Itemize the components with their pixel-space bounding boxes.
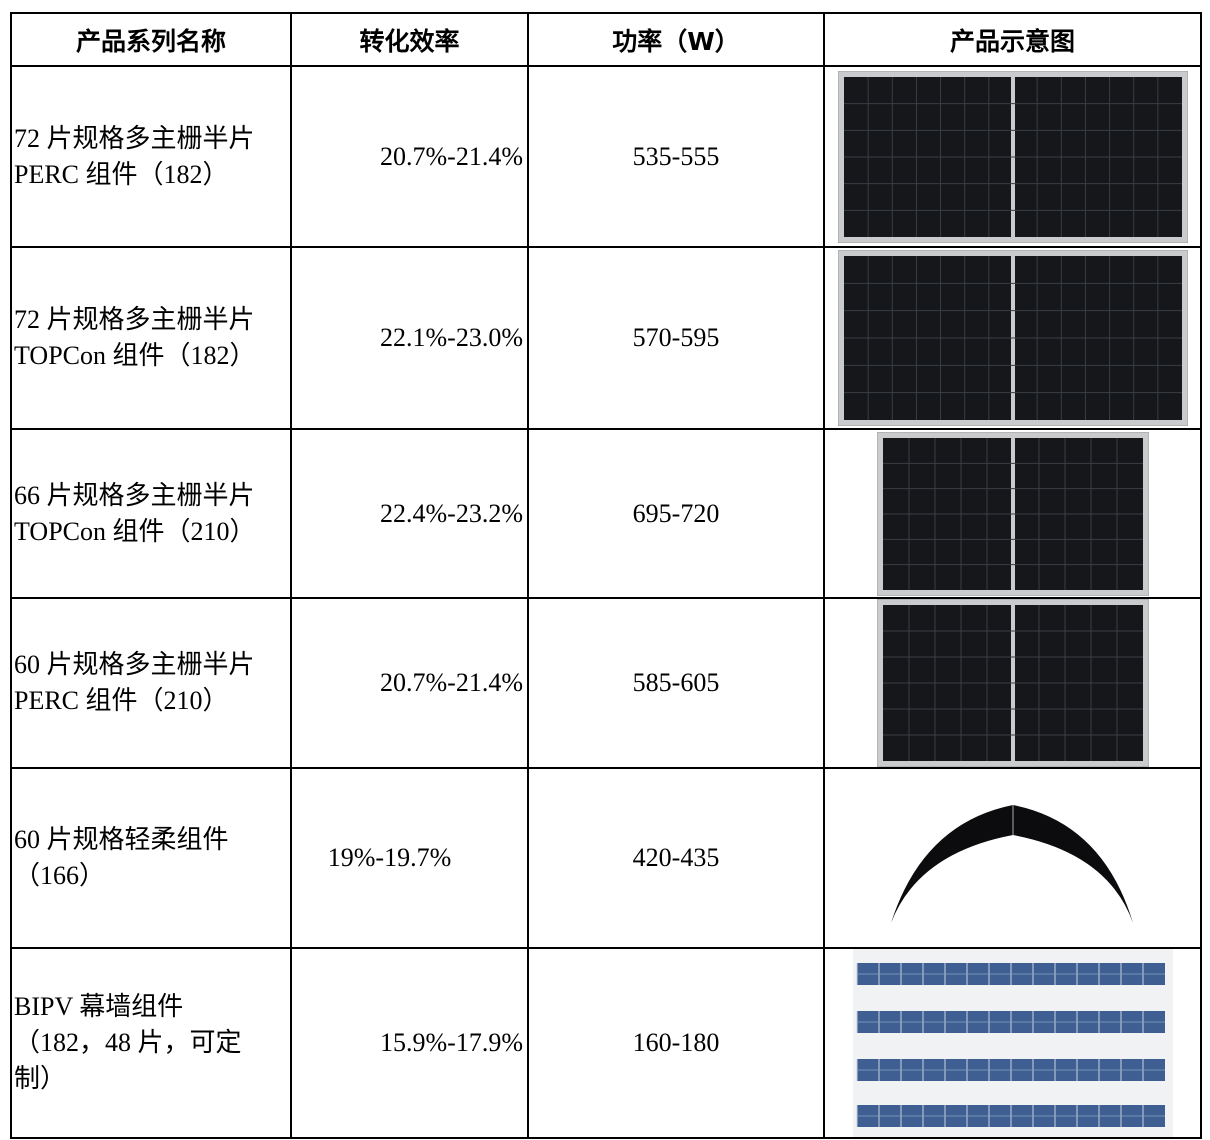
name-line: （182，48 片，可定 <box>14 1028 242 1057</box>
name-line: 60 片规格多主栅半片 <box>14 650 255 679</box>
product-name: 66 片规格多主栅半片 TOPCon 组件（210） <box>10 428 292 599</box>
name-line: 60 片规格轻柔组件 <box>14 825 229 854</box>
product-name: 60 片规格轻柔组件 （166） <box>10 767 292 949</box>
table-row: 60 片规格轻柔组件 （166） 19%-19.7% 420-435 <box>10 767 1202 949</box>
efficiency: 19%-19.7% <box>290 767 529 949</box>
efficiency: 20.7%-21.4% <box>290 597 529 769</box>
image-cell <box>823 767 1202 949</box>
name-line: 72 片规格多主栅半片 <box>14 305 255 334</box>
name-line: TOPCon 组件（182） <box>14 341 256 370</box>
name-line: 制） <box>14 1064 67 1093</box>
product-image <box>837 250 1188 426</box>
header-cell: 产品系列名称 <box>10 12 292 67</box>
efficiency: 22.1%-23.0% <box>290 246 529 430</box>
power: 160-180 <box>527 947 825 1139</box>
header-cell: 转化效率 <box>290 12 529 67</box>
name-line: PERC 组件（210） <box>14 686 229 715</box>
efficiency: 15.9%-17.9% <box>290 947 529 1139</box>
table-body: 72 片规格多主栅半片 PERC 组件（182） 20.7%-21.4% 535-55… <box>10 65 1202 1139</box>
image-cell <box>823 597 1202 769</box>
name-line: 66 片规格多主栅半片 <box>14 480 255 510</box>
name-line: TOPCon 组件（210） <box>14 516 256 546</box>
header-cell: 功率（W） <box>527 12 825 67</box>
name-line: （166） <box>14 861 106 890</box>
efficiency: 20.7%-21.4% <box>290 65 529 248</box>
flex-panel <box>890 805 1133 923</box>
table-row: 72 片规格多主栅半片 PERC 组件（182） 20.7%-21.4% 535-55… <box>10 65 1202 248</box>
table-row: 60 片规格多主栅半片 PERC 组件（210） 20.7%-21.4% 585-60… <box>10 597 1202 769</box>
product-name: BIPV 幕墙组件 （182，48 片，可定 制） <box>10 947 292 1139</box>
table-row: 66 片规格多主栅半片 TOPCon 组件（210） 22.4%-23.2% 695-… <box>10 428 1202 599</box>
image-cell <box>823 428 1202 599</box>
efficiency: 22.4%-23.2% <box>290 428 529 599</box>
power: 535-555 <box>527 65 825 248</box>
image-cell <box>823 246 1202 430</box>
name-line: BIPV 幕墙组件 <box>14 992 184 1021</box>
product-name: 60 片规格多主栅半片 PERC 组件（210） <box>10 597 292 769</box>
power: 695-720 <box>527 428 825 599</box>
header-row: 产品系列名称 转化效率 功率（W） 产品示意图 <box>10 12 1202 67</box>
product-image <box>852 949 1173 1137</box>
header-cell: 产品示意图 <box>823 12 1202 67</box>
product-image <box>876 431 1149 596</box>
power: 585-605 <box>527 597 825 769</box>
product-image <box>876 599 1149 767</box>
power: 420-435 <box>527 767 825 949</box>
table-row: 72 片规格多主栅半片 TOPCon 组件（182） 22.1%-23.0% 570-… <box>10 246 1202 430</box>
product-name: 72 片规格多主栅半片 PERC 组件（182） <box>10 65 292 248</box>
power: 570-595 <box>527 246 825 430</box>
product-name: 72 片规格多主栅半片 TOPCon 组件（182） <box>10 246 292 430</box>
name-line: PERC 组件（182） <box>14 159 229 189</box>
image-cell <box>823 65 1202 248</box>
table-row: BIPV 幕墙组件 （182，48 片，可定 制） 15.9%-17.9% 160-18… <box>10 947 1202 1139</box>
product-table: 产品系列名称 转化效率 功率（W） 产品示意图 72 片规格多主栅半片 PERC 组件（… <box>10 12 1202 1139</box>
product-image <box>890 805 1133 923</box>
product-image <box>837 70 1188 243</box>
image-cell <box>823 947 1202 1139</box>
name-line: 72 片规格多主栅半片 <box>14 123 255 153</box>
